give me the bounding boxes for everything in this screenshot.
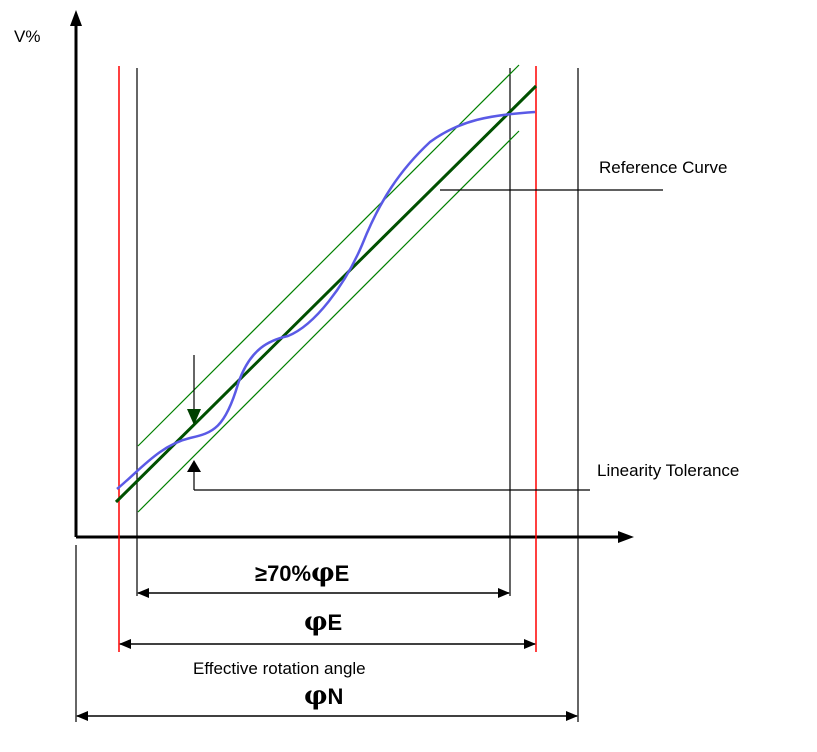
phi-n-label: φN: [304, 681, 343, 711]
seventy-percent-phi-e-label: ≥70%φE: [255, 558, 349, 588]
reference-curve-label: Reference Curve: [599, 158, 728, 177]
linearity-tolerance-label: Linearity Tolerance: [597, 461, 739, 480]
y-axis-arrow-icon: [70, 10, 82, 26]
x-axis-arrow-icon: [618, 531, 634, 543]
effective-rotation-angle-label: Effective rotation angle: [193, 659, 366, 678]
tolerance-arrow-up-icon: [187, 460, 201, 472]
tolerance-band-upper: [137, 64, 520, 447]
tolerance-arrow-down-icon: [187, 409, 201, 425]
reference-line: [114, 84, 538, 504]
tolerance-band-lower: [137, 130, 520, 513]
actual-curve: [116, 110, 536, 490]
phi-e-label: φE: [304, 607, 342, 637]
y-axis-label: V%: [14, 27, 40, 46]
